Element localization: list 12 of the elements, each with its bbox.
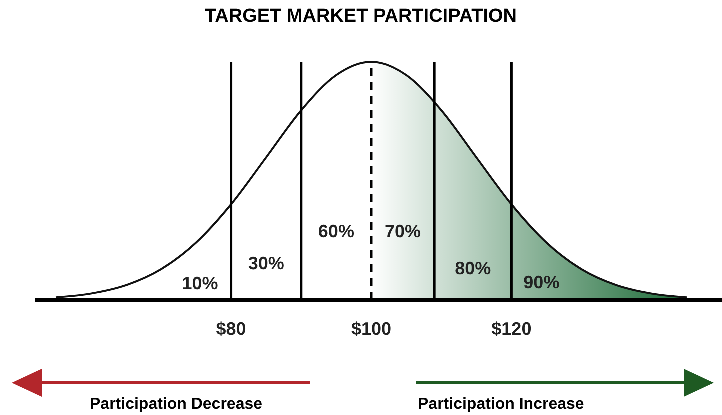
annotation: 10%: [182, 274, 218, 294]
x-tick-label: $80: [216, 318, 246, 339]
chart-title: TARGET MARKET PARTICIPATION: [204, 6, 518, 28]
x-tick-label: $120: [492, 318, 532, 339]
annotation: 30%: [248, 254, 284, 274]
annotation: 80%: [455, 258, 492, 280]
text: Participation Increase: [418, 396, 584, 414]
x-tick-label: $100: [351, 318, 392, 339]
annotation: 90%: [524, 272, 560, 294]
text: Participation Decrease: [90, 396, 263, 414]
annotation: 60%: [318, 222, 354, 242]
annotation: 70%: [385, 222, 422, 242]
